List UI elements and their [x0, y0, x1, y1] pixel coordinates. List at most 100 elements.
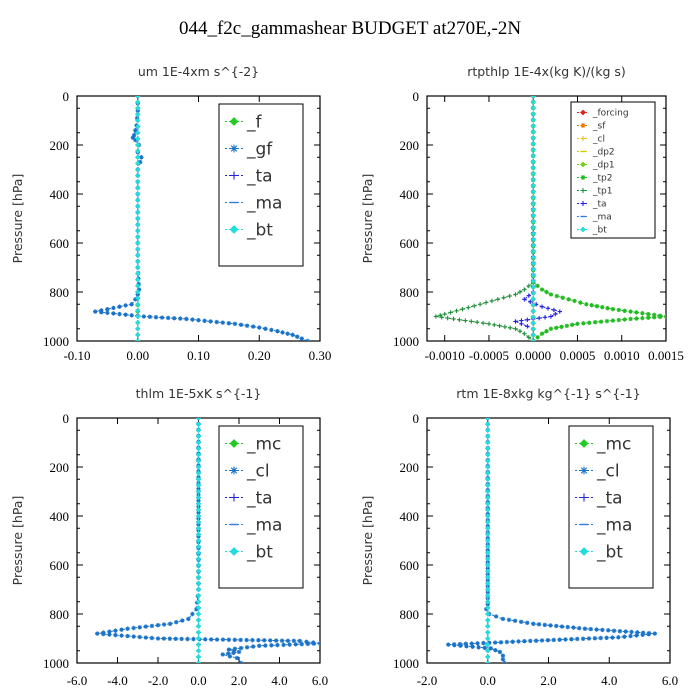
data-point: [569, 637, 574, 642]
data-point: [559, 624, 565, 629]
data-point: [186, 616, 191, 622]
legend-marker: [580, 201, 586, 206]
data-point: [244, 323, 250, 328]
data-point: [250, 324, 256, 329]
data-point: [119, 633, 124, 638]
y-tick-label: 800: [400, 285, 420, 300]
data-point: [652, 631, 658, 636]
data-point: [485, 464, 491, 470]
data-point: [530, 260, 536, 266]
data-point: [600, 304, 605, 310]
data-point: [195, 476, 202, 482]
data-point: [250, 637, 255, 643]
data-point: [293, 642, 298, 647]
data-point: [512, 618, 518, 624]
data-point: [657, 314, 663, 320]
data-point: [291, 638, 297, 644]
data-point: [111, 305, 116, 311]
data-point: [451, 316, 456, 322]
y-tick-label: 200: [400, 138, 420, 153]
data-point: [119, 627, 124, 632]
data-point: [634, 633, 639, 638]
data-point: [195, 501, 202, 507]
data-point: [497, 649, 503, 655]
data-point: [539, 287, 545, 292]
data-point: [485, 599, 491, 605]
data-point: [279, 638, 285, 643]
data-point: [195, 458, 202, 464]
panel-thlm: thlm 1E-5xK s^{-1} Pressure [hPa] 0 200 400 6…: [10, 386, 328, 688]
data-point: [551, 307, 557, 313]
data-point: [530, 135, 536, 141]
data-point: [135, 320, 141, 326]
data-point: [485, 648, 491, 654]
legend-marker: [580, 161, 586, 168]
data-point: [195, 654, 202, 660]
data-point: [203, 637, 208, 642]
data-point: [495, 297, 501, 302]
x-tick-label: 0.20: [248, 348, 271, 363]
data-point: [226, 637, 232, 642]
data-point: [485, 605, 491, 611]
series-bt: [135, 96, 141, 341]
data-point: [476, 645, 481, 650]
data-point: [530, 254, 536, 260]
data-point: [135, 283, 141, 289]
data-point: [161, 622, 167, 627]
data-point: [135, 203, 141, 209]
data-point: [525, 317, 530, 322]
data-point: [195, 642, 202, 648]
data-point: [195, 660, 202, 663]
data-point: [629, 629, 634, 635]
data-point: [559, 324, 564, 329]
data-point: [135, 307, 141, 313]
data-point: [526, 335, 531, 340]
y-tick-label: 200: [400, 460, 420, 475]
data-point: [135, 117, 141, 124]
data-point: [135, 160, 141, 166]
y-tick-label: 1000: [43, 656, 69, 671]
data-point: [311, 641, 317, 646]
data-point: [299, 336, 304, 341]
data-point: [195, 519, 202, 525]
data-point: [195, 574, 202, 580]
data-point: [135, 166, 141, 173]
x-tick-label: -0.0005: [469, 348, 509, 363]
legend-marker: [230, 493, 238, 502]
data-point: [185, 636, 190, 642]
data-point: [263, 326, 268, 331]
data-point: [530, 123, 536, 129]
data-point: [493, 647, 498, 653]
data-point: [135, 332, 141, 338]
legend-entry: _tp2: [592, 174, 612, 184]
data-point: [545, 306, 551, 311]
legend-entry: _bt: [596, 542, 623, 562]
y-tick-label: 200: [50, 138, 70, 153]
series-ta: [513, 96, 562, 341]
panel-rtpthlp: rtpthlp 1E-4x(kg K)/(kg s) Pressure [hPa]…: [360, 64, 684, 363]
data-point: [485, 433, 491, 439]
legend-entry: _bt: [592, 226, 607, 236]
data-point: [571, 625, 576, 630]
data-point: [485, 593, 491, 599]
data-point: [135, 99, 141, 105]
data-point: [485, 568, 491, 574]
data-point: [530, 177, 536, 183]
data-point: [617, 628, 623, 634]
data-point: [530, 224, 536, 231]
data-point: [564, 323, 570, 329]
data-point: [500, 653, 506, 658]
data-point: [195, 482, 202, 488]
data-point: [208, 319, 213, 324]
data-point: [530, 326, 536, 332]
data-point: [587, 320, 592, 325]
y-tick-label: 600: [50, 236, 70, 251]
legend-entry: _mc: [246, 434, 281, 454]
data-point: [646, 632, 651, 637]
data-point: [135, 222, 141, 228]
data-point: [111, 311, 116, 316]
data-point: [195, 513, 202, 519]
data-point: [139, 155, 144, 160]
data-point: [317, 641, 320, 646]
data-point: [487, 640, 492, 645]
